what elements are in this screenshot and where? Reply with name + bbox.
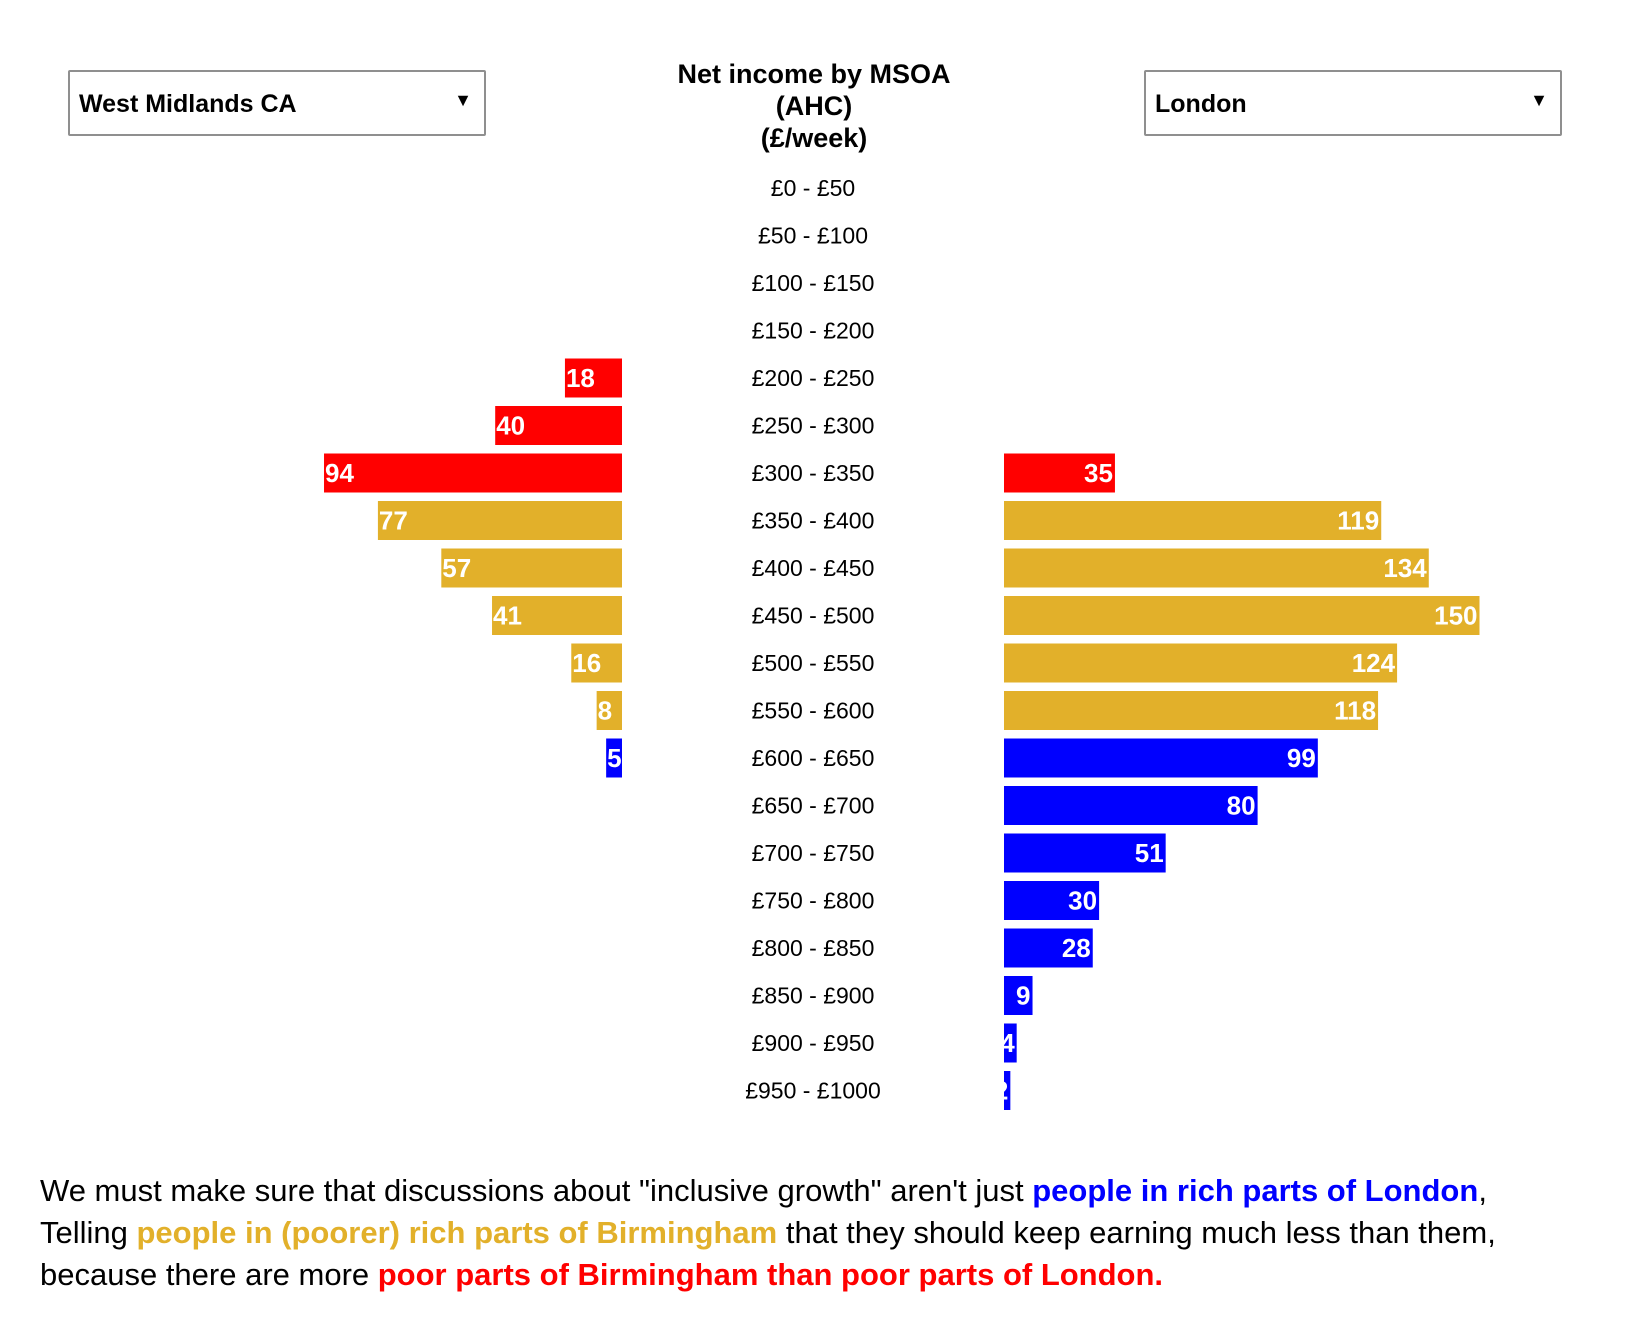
left-bar <box>596 691 622 730</box>
right-bar-value-label: 9 <box>1016 981 1030 1011</box>
chart-title: Net income by MSOA (AHC) (£/week) <box>614 58 1014 154</box>
caption-line-1-text: We must make sure that discussions about… <box>40 1173 1033 1208</box>
right-region-select[interactable]: London ▼ <box>1144 70 1562 136</box>
right-bar-value-label: 28 <box>1062 933 1091 963</box>
left-bar-value-label: 41 <box>493 601 522 631</box>
left-bar <box>571 643 622 683</box>
right-bar <box>1004 691 1379 730</box>
caption-highlight-rich: people in rich parts of London <box>1032 1173 1479 1208</box>
category-label: £150 - £200 <box>752 318 875 344</box>
right-bar <box>1004 453 1115 493</box>
caption-line-1-end: , <box>1478 1173 1487 1208</box>
category-label: £200 - £250 <box>752 365 875 391</box>
left-bar-value-label: 5 <box>607 743 621 773</box>
left-bar <box>377 501 622 540</box>
right-bar-value-label: 4 <box>1000 1028 1015 1058</box>
caption-line-3-text: because there are more <box>40 1257 378 1292</box>
right-bar <box>1004 928 1093 968</box>
left-bar <box>564 358 622 398</box>
left-region-select[interactable]: West Midlands CA ▼ <box>68 70 486 136</box>
category-label: £350 - £400 <box>752 508 875 534</box>
right-bar <box>1004 833 1166 873</box>
right-bar-value-label: 80 <box>1227 791 1256 821</box>
chart-title-line-2: (AHC) <box>775 91 853 121</box>
category-label: £450 - £500 <box>752 603 875 629</box>
right-bar-value-label: 2 <box>994 1076 1008 1106</box>
left-bar-value-label: 57 <box>442 553 471 583</box>
right-bar <box>1004 881 1100 920</box>
category-label: £500 - £550 <box>752 650 875 676</box>
left-bar <box>441 548 622 588</box>
category-label: £0 - £50 <box>771 175 855 201</box>
category-label: £850 - £900 <box>752 983 875 1009</box>
left-bar-value-label: 40 <box>496 411 525 441</box>
dropdown-arrow-icon: ▼ <box>454 90 472 110</box>
chart-title-line-1: Net income by MSOA <box>677 59 951 89</box>
right-region-select-value: London <box>1155 90 1247 118</box>
left-bar <box>495 406 622 445</box>
left-bar-value-label: 94 <box>325 458 354 488</box>
caption-line-1: We must make sure that discussions about… <box>40 1170 1640 1212</box>
category-label: £750 - £800 <box>752 888 875 914</box>
category-label: £650 - £700 <box>752 793 875 819</box>
right-bar <box>1004 1023 1017 1063</box>
left-bar-value-label: 77 <box>379 506 408 536</box>
caption-line-2: Telling people in (poorer) rich parts of… <box>40 1212 1640 1254</box>
left-region-select-value: West Midlands CA <box>79 90 297 118</box>
caption-line-3: because there are more poor parts of Bir… <box>40 1254 1640 1296</box>
category-label: £50 - £100 <box>758 223 868 249</box>
category-label: £250 - £300 <box>752 413 875 439</box>
right-bar-value-label: 119 <box>1337 506 1379 536</box>
right-bar <box>1004 738 1318 778</box>
category-label: £900 - £950 <box>752 1030 875 1056</box>
category-label: £800 - £850 <box>752 935 875 961</box>
right-bar <box>1004 976 1033 1015</box>
category-label: £550 - £600 <box>752 698 875 724</box>
caption-line-2-end: that they should keep earning much less … <box>777 1215 1496 1250</box>
category-label: £700 - £750 <box>752 840 875 866</box>
right-bar-value-label: 30 <box>1068 886 1097 916</box>
right-bar-value-label: 118 <box>1334 696 1376 726</box>
chart-title-line-3: (£/week) <box>760 123 868 153</box>
dropdown-arrow-icon: ▼ <box>1530 90 1548 110</box>
right-bar <box>1004 548 1429 588</box>
right-bar-value-label: 99 <box>1287 743 1316 773</box>
caption-highlight-middle: people in (poorer) rich parts of Birming… <box>136 1215 778 1250</box>
left-bar <box>606 738 622 778</box>
category-label: £300 - £350 <box>752 460 875 486</box>
right-bar-value-label: 124 <box>1352 648 1396 678</box>
right-bar <box>1004 643 1398 683</box>
right-bar-value-label: 51 <box>1135 838 1164 868</box>
right-bar <box>1004 501 1382 540</box>
category-label: £600 - £650 <box>752 745 875 771</box>
right-bar-value-label: 150 <box>1434 601 1477 631</box>
right-bar <box>1004 786 1258 825</box>
left-bar <box>492 596 622 635</box>
right-bar-value-label: 134 <box>1383 553 1427 583</box>
left-bar-value-label: 18 <box>566 363 595 393</box>
caption-highlight-poor: poor parts of Birmingham than poor parts… <box>377 1257 1164 1292</box>
caption-line-2-text: Telling <box>40 1215 137 1250</box>
category-label: £100 - £150 <box>752 270 875 296</box>
income-distribution-chart: £0 - £50 £50 - £100 £100 - £150 £150 - £200… <box>324 175 1480 1110</box>
caption: We must make sure that discussions about… <box>40 1170 1640 1296</box>
left-bar-value-label: 16 <box>572 648 601 678</box>
category-label: £400 - £450 <box>752 555 875 581</box>
right-bar <box>1004 596 1480 635</box>
category-label: £950 - £1000 <box>745 1078 881 1104</box>
right-bar <box>1004 1071 1011 1110</box>
left-bar-value-label: 8 <box>598 696 612 726</box>
left-bar <box>324 453 622 493</box>
right-bar-value-label: 35 <box>1084 458 1113 488</box>
